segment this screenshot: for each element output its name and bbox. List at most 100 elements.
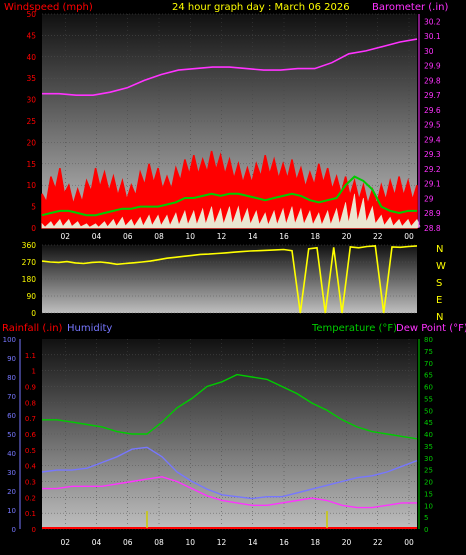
temperature-axis-title: Temperature (°F) bbox=[311, 323, 397, 334]
compass-label: N bbox=[436, 312, 443, 323]
x-tick-label-lower: 14 bbox=[248, 538, 258, 547]
temperature-tick-label: 55 bbox=[424, 395, 433, 403]
barometer-tick-label: 30 bbox=[424, 47, 434, 56]
chart-marks bbox=[41, 38, 421, 529]
wind-tick-label: 10 bbox=[26, 181, 36, 190]
rainfall-tick-label: 0.3 bbox=[25, 479, 36, 487]
axis-labels: 0510152025303540455028.828.92929.129.229… bbox=[3, 10, 446, 547]
barometer-tick-label: 29.1 bbox=[424, 180, 441, 189]
temperature-tick-label: 20 bbox=[424, 479, 433, 487]
grid-lines bbox=[42, 13, 417, 530]
barometer-tick-label: 29 bbox=[424, 194, 434, 203]
x-tick-label: 02 bbox=[60, 232, 70, 241]
x-tick-label: 00 bbox=[404, 232, 414, 241]
humidity-tick-label: 100 bbox=[3, 336, 16, 344]
barometer-axis-title: Barometer (.in) bbox=[372, 2, 448, 13]
direction-tick-label: 0 bbox=[31, 309, 36, 318]
dewpoint-axis-title: Dew Point (°F) bbox=[396, 323, 466, 334]
barometer-tick-label: 28.8 bbox=[424, 224, 441, 233]
barometer-tick-label: 28.9 bbox=[424, 209, 441, 218]
compass-label: W bbox=[436, 261, 446, 272]
wind-tick-label: 0 bbox=[31, 224, 36, 233]
temperature-tick-label: 45 bbox=[424, 419, 433, 427]
wind-tick-label: 45 bbox=[26, 31, 36, 40]
x-tick-label: 04 bbox=[92, 232, 102, 241]
x-tick-label-lower: 06 bbox=[123, 538, 133, 547]
temperature-tick-label: 0 bbox=[424, 526, 428, 534]
direction-tick-label: 180 bbox=[22, 275, 37, 284]
x-tick-label: 16 bbox=[279, 232, 289, 241]
humidity-tick-label: 50 bbox=[7, 431, 16, 439]
x-tick-label-lower: 10 bbox=[185, 538, 195, 547]
compass-label: N bbox=[436, 244, 443, 255]
barometer-tick-label: 29.6 bbox=[424, 106, 441, 115]
x-tick-label: 18 bbox=[310, 232, 320, 241]
x-tick-label-lower: 00 bbox=[404, 538, 414, 547]
wind-gust-series bbox=[41, 175, 417, 217]
x-tick-label-lower: 22 bbox=[373, 538, 383, 547]
direction-tick-label: 90 bbox=[26, 292, 36, 301]
x-tick-label: 10 bbox=[185, 232, 195, 241]
x-tick-label: 08 bbox=[154, 232, 164, 241]
barometer-tick-label: 29.3 bbox=[424, 150, 441, 159]
wind-tick-label: 50 bbox=[26, 10, 36, 19]
rainfall-tick-label: 0.7 bbox=[25, 415, 36, 423]
wind-tick-label: 5 bbox=[31, 203, 36, 212]
humidity-tick-label: 80 bbox=[7, 374, 16, 382]
barometer-tick-label: 29.4 bbox=[424, 135, 441, 144]
rainfall-tick-label: 0.8 bbox=[25, 399, 36, 407]
x-tick-label-lower: 18 bbox=[310, 538, 320, 547]
rainfall-tick-label: 0.6 bbox=[25, 431, 37, 439]
wind-tick-label: 30 bbox=[26, 96, 36, 105]
temperature-series bbox=[42, 373, 418, 440]
x-tick-label-lower: 02 bbox=[60, 538, 70, 547]
temperature-tick-label: 75 bbox=[424, 348, 433, 356]
temperature-tick-label: 50 bbox=[424, 407, 433, 415]
humidity-tick-label: 0 bbox=[12, 526, 16, 534]
barometer-tick-label: 30.1 bbox=[424, 32, 441, 41]
temperature-tick-label: 5 bbox=[424, 514, 428, 522]
barometer-tick-label: 29.8 bbox=[424, 76, 441, 85]
wind-tick-label: 40 bbox=[26, 53, 36, 62]
rainfall-tick-label: 0.4 bbox=[25, 463, 37, 471]
direction-tick-label: 360 bbox=[22, 241, 37, 250]
x-tick-label: 20 bbox=[342, 232, 352, 241]
temperature-tick-label: 30 bbox=[424, 455, 433, 463]
rainfall-tick-label: 0.2 bbox=[25, 494, 36, 502]
temperature-tick-label: 35 bbox=[424, 443, 433, 451]
temperature-tick-label: 70 bbox=[424, 360, 433, 368]
rainfall-tick-label: 1 bbox=[32, 368, 36, 376]
compass-label: E bbox=[436, 295, 442, 306]
x-tick-label: 22 bbox=[373, 232, 383, 241]
temperature-tick-label: 65 bbox=[424, 372, 433, 380]
wind-tick-label: 15 bbox=[26, 160, 36, 169]
barometer-tick-label: 29.7 bbox=[424, 91, 441, 100]
humidity-tick-label: 20 bbox=[7, 488, 16, 496]
temperature-tick-label: 10 bbox=[424, 502, 433, 510]
humidity-tick-label: 90 bbox=[7, 355, 16, 363]
rainfall-tick-label: 0.1 bbox=[25, 510, 36, 518]
x-tick-label-lower: 20 bbox=[342, 538, 352, 547]
temperature-tick-label: 40 bbox=[424, 431, 433, 439]
wind-direction-series bbox=[41, 245, 418, 314]
wind-tick-label: 35 bbox=[26, 74, 36, 83]
rainfall-axis-title: Rainfall (.in) bbox=[2, 323, 63, 334]
rainfall-tick-label: 1.1 bbox=[25, 352, 36, 360]
compass-label: S bbox=[436, 278, 442, 289]
temperature-tick-label: 25 bbox=[424, 467, 433, 475]
humidity-axis-title: Humidity bbox=[67, 323, 112, 334]
windspeed-series bbox=[41, 150, 418, 229]
humidity-tick-label: 30 bbox=[7, 469, 16, 477]
direction-tick-label: 270 bbox=[22, 258, 37, 267]
wind-axis-title: Windspeed (mph) bbox=[4, 2, 93, 13]
x-tick-label: 06 bbox=[123, 232, 133, 241]
dewpoint-series bbox=[42, 476, 417, 509]
x-tick-label-lower: 16 bbox=[279, 538, 289, 547]
x-tick-label: 14 bbox=[248, 232, 258, 241]
barometer-tick-label: 29.2 bbox=[424, 165, 441, 174]
wind-tick-label: 20 bbox=[26, 138, 36, 147]
temperature-tick-label: 80 bbox=[424, 336, 433, 344]
rainfall-tick-label: 0 bbox=[32, 526, 36, 534]
